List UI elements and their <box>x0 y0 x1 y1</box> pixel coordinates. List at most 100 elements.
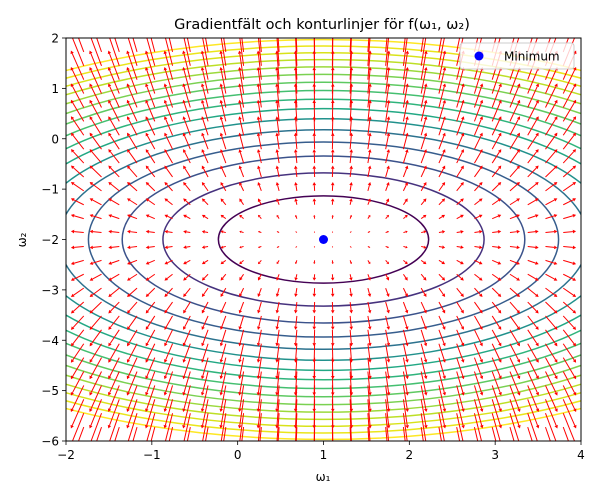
gradient-arrow <box>108 116 120 136</box>
gradient-arrow <box>420 399 428 429</box>
gradient-arrow <box>201 214 209 220</box>
gradient-arrow <box>275 315 280 330</box>
gradient-arrow <box>89 116 102 136</box>
gradient-arrow <box>126 83 138 108</box>
gradient-arrow <box>456 399 465 429</box>
gradient-arrow <box>107 385 120 413</box>
gradient-arrow <box>89 149 102 164</box>
gradient-arrow <box>96 426 102 441</box>
gradient-arrow <box>527 273 539 281</box>
gradient-arrow <box>438 99 446 122</box>
gradient-arrow <box>385 149 390 164</box>
gradient-arrow <box>509 329 520 347</box>
gradient-arrow <box>421 245 427 249</box>
gradient-arrow <box>509 214 520 220</box>
gradient-arrow <box>183 287 191 298</box>
gradient-arrow <box>127 214 138 220</box>
gradient-arrow <box>385 214 389 219</box>
gradient-arrow <box>545 116 558 136</box>
gradient-arrow <box>438 165 446 178</box>
gradient-arrow <box>183 301 191 314</box>
gradient-arrow <box>456 132 465 150</box>
gradient-arrow <box>402 198 408 206</box>
gradient-arrow <box>367 246 371 248</box>
gradient-arrow <box>456 99 465 122</box>
gradient-arrow <box>256 329 262 347</box>
gradient-arrow <box>402 38 406 52</box>
gradient-arrow <box>145 149 156 164</box>
gradient-arrow <box>402 413 408 441</box>
y-axis-ticks: −6 −5 −4 −3 −2 −1 0 1 2 <box>41 32 66 449</box>
gradient-arrow <box>126 116 138 136</box>
gradient-arrow <box>402 273 408 281</box>
gradient-arrow <box>145 99 156 122</box>
gradient-arrow <box>456 245 464 249</box>
gradient-arrow <box>509 357 521 380</box>
gradient-arrow <box>402 315 409 330</box>
gradient-arrow <box>186 427 191 441</box>
gradient-arrow <box>258 214 262 219</box>
gradient-arrow <box>509 273 520 281</box>
gradient-arrow <box>509 385 521 413</box>
gradient-arrow <box>402 116 409 136</box>
gradient-arrow <box>89 259 102 265</box>
gradient-arrow <box>275 371 280 396</box>
gradient-arrow <box>70 198 84 206</box>
gradient-arrow <box>78 426 85 441</box>
gradient-arrow <box>256 50 262 80</box>
gradient-arrow <box>474 165 483 178</box>
gradient-arrow <box>473 343 483 363</box>
gradient-arrow <box>168 38 174 53</box>
gradient-arrow <box>164 149 173 164</box>
gradient-arrow <box>163 399 174 429</box>
gradient-arrow <box>491 371 502 396</box>
gradient-arrow <box>145 357 156 380</box>
gradient-arrow <box>438 329 446 347</box>
gradient-arrow <box>200 66 209 94</box>
gradient-arrow <box>257 315 262 330</box>
gradient-arrow <box>163 385 174 413</box>
gradient-arrow <box>385 343 391 363</box>
gradient-arrow <box>108 315 120 330</box>
gradient-arrow <box>438 357 446 380</box>
gradient-arrow <box>330 302 335 314</box>
gradient-arrow <box>182 357 191 380</box>
gradient-arrow <box>527 371 539 396</box>
gradient-arrow <box>545 357 558 380</box>
gradient-arrow <box>127 413 138 441</box>
gradient-arrow <box>182 329 191 347</box>
gradient-arrow <box>238 343 245 363</box>
gradient-arrow <box>402 149 409 164</box>
gradient-arrow <box>70 66 85 94</box>
gradient-arrow <box>527 357 539 380</box>
gradient-arrow <box>491 132 502 150</box>
gradient-arrow <box>238 83 245 108</box>
gradient-arrow <box>330 149 335 164</box>
gradient-arrow <box>402 301 409 314</box>
gradient-arrow <box>201 259 209 265</box>
gradient-arrow <box>201 287 209 298</box>
gradient-arrow <box>563 214 577 220</box>
gradient-arrow <box>70 83 85 108</box>
gradient-arrow <box>70 259 84 265</box>
gradient-arrow <box>545 426 551 441</box>
gradient-arrow <box>312 198 317 205</box>
gradient-arrow <box>205 38 209 52</box>
gradient-arrow <box>563 245 577 250</box>
gradient-arrow <box>70 301 85 314</box>
gradient-arrow <box>545 301 558 314</box>
gradient-arrow <box>438 273 446 281</box>
gradient-arrow <box>145 66 156 94</box>
gradient-arrow <box>438 245 446 249</box>
gradient-arrow <box>241 427 245 441</box>
gradient-arrow <box>293 371 298 396</box>
gradient-arrow <box>108 132 120 150</box>
gradient-arrow <box>276 231 280 233</box>
gradient-arrow <box>70 149 85 164</box>
gradient-arrow <box>132 426 138 441</box>
gradient-arrow <box>456 315 464 330</box>
gradient-arrow <box>219 116 227 136</box>
gradient-arrow <box>438 38 445 66</box>
gradient-arrow <box>164 301 173 314</box>
gradient-arrow <box>294 301 298 314</box>
